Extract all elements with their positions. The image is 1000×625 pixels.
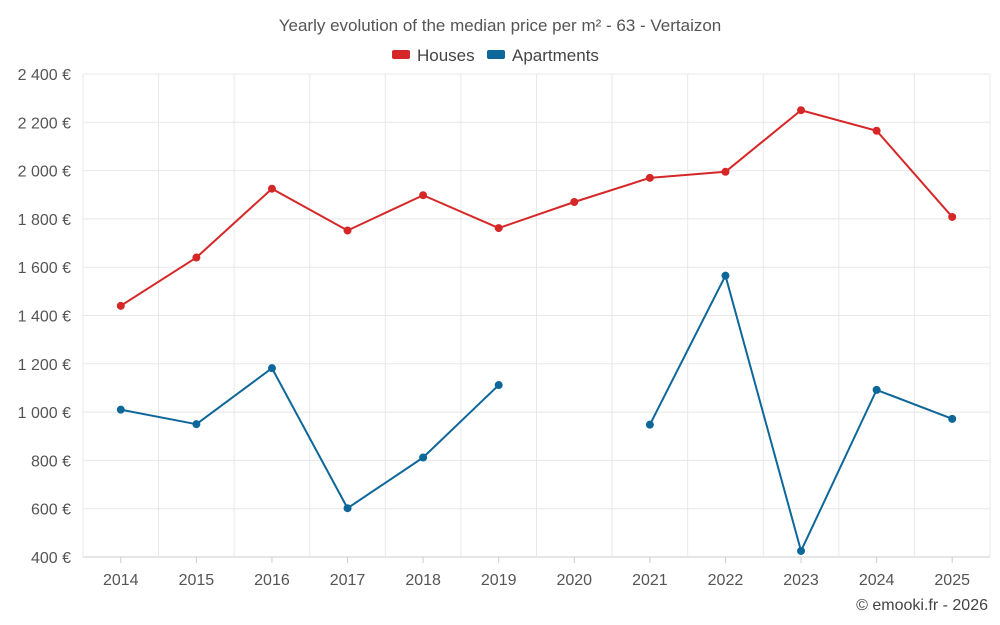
data-point-apartments[interactable]	[948, 414, 957, 423]
x-tick-label: 2019	[481, 572, 517, 589]
data-point-houses[interactable]	[721, 167, 730, 176]
data-point-apartments[interactable]	[645, 420, 654, 429]
data-point-apartments[interactable]	[721, 271, 730, 280]
y-tick-label: 1 600 €	[18, 260, 71, 277]
y-tick-label: 400 €	[31, 550, 71, 567]
data-point-apartments[interactable]	[797, 546, 806, 555]
data-point-apartments[interactable]	[419, 453, 428, 462]
x-tick-label: 2020	[556, 572, 592, 589]
series-group	[116, 106, 957, 555]
x-tick-label: 2018	[405, 572, 441, 589]
y-tick-label: 800 €	[31, 453, 71, 470]
series-houses	[116, 106, 957, 310]
data-point-houses[interactable]	[192, 253, 201, 262]
data-point-apartments[interactable]	[872, 385, 881, 394]
y-tick-label: 1 800 €	[18, 212, 71, 229]
y-tick-label: 2 200 €	[18, 115, 71, 132]
data-point-houses[interactable]	[645, 173, 654, 182]
data-point-houses[interactable]	[343, 226, 352, 235]
series-apartments	[116, 271, 957, 555]
legend-item-apartments[interactable]: Apartments	[487, 46, 599, 65]
x-tick-label: 2014	[103, 572, 139, 589]
legend-label-apartments: Apartments	[512, 46, 599, 65]
y-tick-label: 1 400 €	[18, 309, 71, 326]
chart-title: Yearly evolution of the median price per…	[279, 16, 722, 35]
y-tick-label: 1 000 €	[18, 405, 71, 422]
gridlines	[82, 73, 991, 558]
y-tick-label: 2 000 €	[18, 164, 71, 181]
data-point-houses[interactable]	[267, 184, 276, 193]
data-point-apartments[interactable]	[494, 381, 503, 390]
y-tick-label: 600 €	[31, 502, 71, 519]
y-tick-label: 2 400 €	[18, 67, 71, 84]
data-point-apartments[interactable]	[116, 405, 125, 414]
x-tick-label: 2021	[632, 572, 668, 589]
data-point-houses[interactable]	[419, 191, 428, 200]
data-point-apartments[interactable]	[267, 364, 276, 373]
series-line-houses	[120, 109, 953, 307]
legend-item-houses[interactable]: Houses	[392, 46, 475, 65]
legend: Houses Apartments	[392, 46, 599, 65]
x-tick-label: 2022	[708, 572, 744, 589]
x-tick-label: 2025	[934, 572, 970, 589]
x-tick-label: 2017	[330, 572, 366, 589]
x-tick-label: 2015	[179, 572, 215, 589]
x-axis: 2014 2015 2016 2017 2018 2019 2020 2021 2022 2023…	[103, 557, 970, 589]
legend-swatch-houses	[392, 50, 410, 59]
data-point-houses[interactable]	[494, 224, 503, 233]
credit-text: © emooki.fr - 2026	[856, 597, 988, 614]
data-point-houses[interactable]	[872, 126, 881, 135]
data-point-houses[interactable]	[116, 301, 125, 310]
series-line-apartments	[648, 274, 953, 552]
legend-label-houses: Houses	[417, 46, 475, 65]
x-tick-label: 2016	[254, 572, 290, 589]
data-point-apartments[interactable]	[343, 504, 352, 513]
series-line-apartments	[120, 367, 500, 510]
data-point-houses[interactable]	[797, 106, 806, 115]
y-tick-label: 1 200 €	[18, 357, 71, 374]
x-tick-label: 2023	[783, 572, 819, 589]
x-tick-label: 2024	[859, 572, 895, 589]
data-point-houses[interactable]	[948, 212, 957, 221]
data-point-apartments[interactable]	[192, 420, 201, 429]
y-axis: 400 € 600 € 800 € 1 000 € 1 200 € 1 400 € 1 60…	[18, 67, 71, 567]
data-point-houses[interactable]	[570, 197, 579, 206]
legend-swatch-apartments	[487, 50, 505, 59]
